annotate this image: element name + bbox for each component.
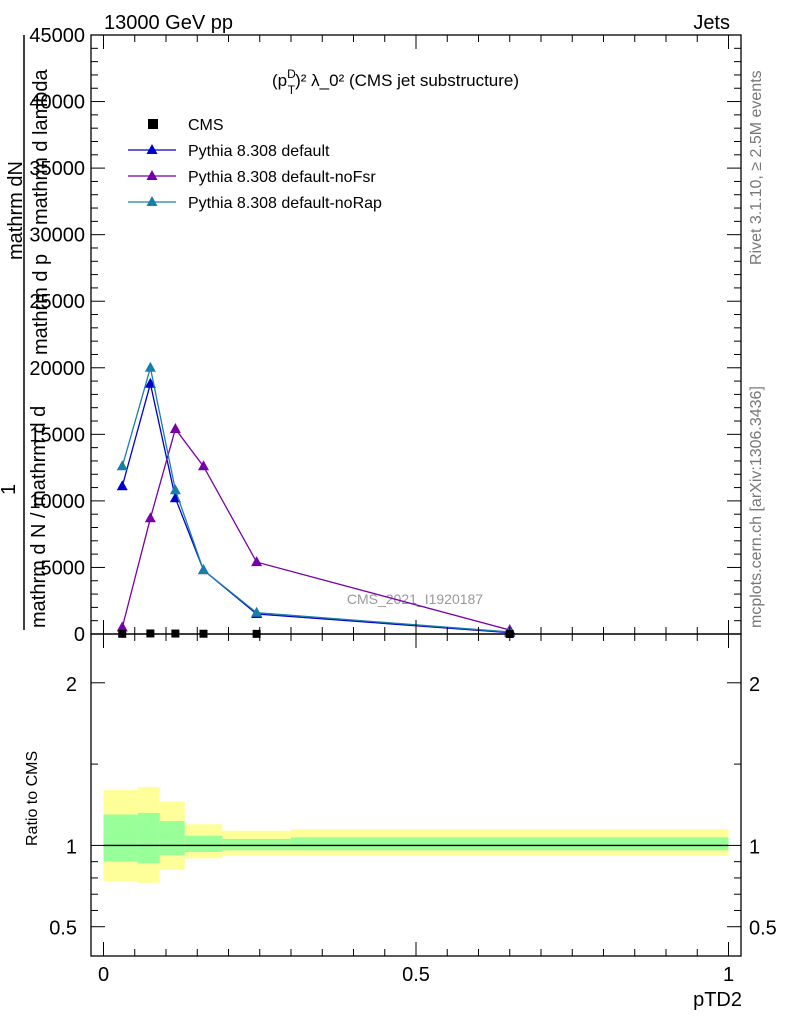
energy-label: 13000 GeV pp [104,12,233,34]
uncertainty-band-inner-5 [291,837,729,851]
ratio-axes: 0.5 0.5 1 1 2 2 0 0.5 1 [49,633,777,986]
series-2-point-3 [198,564,209,575]
series-1-point-1 [144,512,156,523]
series-2-point-0 [116,460,128,471]
series-1-point-2 [169,423,181,434]
series-1-point-4 [251,556,263,567]
main-y-tick-label: 20000 [29,358,85,380]
rivet-label: Rivet 3.1.10, ≥ 2.5M events [748,70,765,265]
legend-label-norap: Pythia 8.308 default-noRap [188,195,382,212]
ylabel-bottom: mathrm d N / mathrm d d [28,406,50,628]
main-y-tick-label: 35000 [29,158,85,180]
ylabel-one: 1 [0,484,20,495]
ratio-y-tick-label-right: 0.5 [749,918,777,940]
series-2-point-1 [144,361,156,372]
ratio-y-tick-label: 2 [66,674,77,696]
series-2-point-2 [169,484,181,495]
series-1-point-3 [198,460,209,471]
x-tick-label: 1 [723,964,734,986]
main-y-tick-label: 40000 [29,92,85,114]
legend-marker-nofsr [146,170,158,180]
legend: CMS Pythia 8.308 default Pythia 8.308 de… [128,117,382,212]
x-axis-title: pTD2 [693,989,742,1011]
legend-label-nofsr: Pythia 8.308 default-noFsr [188,169,376,186]
ylabel-top: mathrm dN [5,161,27,260]
x-tick-label: 0.5 [402,964,430,986]
series-0-point-1 [144,377,156,388]
ratio-bands [103,786,729,883]
main-y-tick-label: 30000 [29,225,85,247]
x-tick-label: 0 [98,964,109,986]
uncertainty-band-inner-1 [137,812,160,864]
legend-label-default: Pythia 8.308 default [188,143,330,160]
ylabel-mid: mathrm d lambda [30,69,52,225]
ratio-y-tick-label: 0.5 [49,918,77,940]
series-line-1 [121,427,510,631]
main-y-tick-label: 45000 [29,25,85,47]
uncertainty-band-inner-3 [184,835,223,852]
legend-marker-default [146,144,158,154]
ratio-y-tick-label: 1 [66,836,77,858]
plot-title: (pD T)² λ_0² (CMS jet substructure) [272,67,519,97]
main-y-tick-label: 15000 [29,424,85,446]
main-y-axis-title: mathrm dN mathrm d lambda mathrm d p 1 m… [0,35,52,630]
uncertainty-band-inner-2 [159,821,185,856]
main-y-tick-label: 25000 [29,291,85,313]
legend-marker-norap [146,196,158,206]
uncertainty-band-inner-4 [222,838,291,851]
ylabel-upper: mathrm d p [30,254,52,355]
series-0-point-0 [116,480,128,491]
ratio-y-tick-label-right: 1 [749,836,760,858]
uncertainty-band-inner-0 [103,814,138,862]
series-1-point-0 [116,621,128,632]
main-y-tick-label: 10000 [29,491,85,513]
series-line-2 [121,367,510,633]
main-y-tick-label: 0 [74,624,85,646]
ratio-y-tick-label-right: 2 [749,674,760,696]
ratio-panel: 0.5 0.5 1 1 2 2 0 0.5 1 Ratio to CMS pTD2 [24,633,777,1011]
main-y-tick-label: 5000 [41,557,86,579]
series-2-point-4 [251,606,263,617]
legend-label-cms: CMS [188,117,224,134]
mcplots-label: mcplots.cern.ch [arXiv:1306.3436] [748,386,765,628]
series-line-0 [121,383,510,634]
process-label: Jets [693,12,730,34]
main-axes: 0 5000 10000 15000 20000 25000 30000 35000 40000… [29,25,742,646]
ratio-y-axis-title: Ratio to CMS [24,751,41,846]
ratio-frame [90,633,742,957]
legend-marker-cms [148,119,158,129]
main-panel: CMS_2021_I1920187 (pD T)² λ_0² (CMS jet s… [0,25,742,646]
